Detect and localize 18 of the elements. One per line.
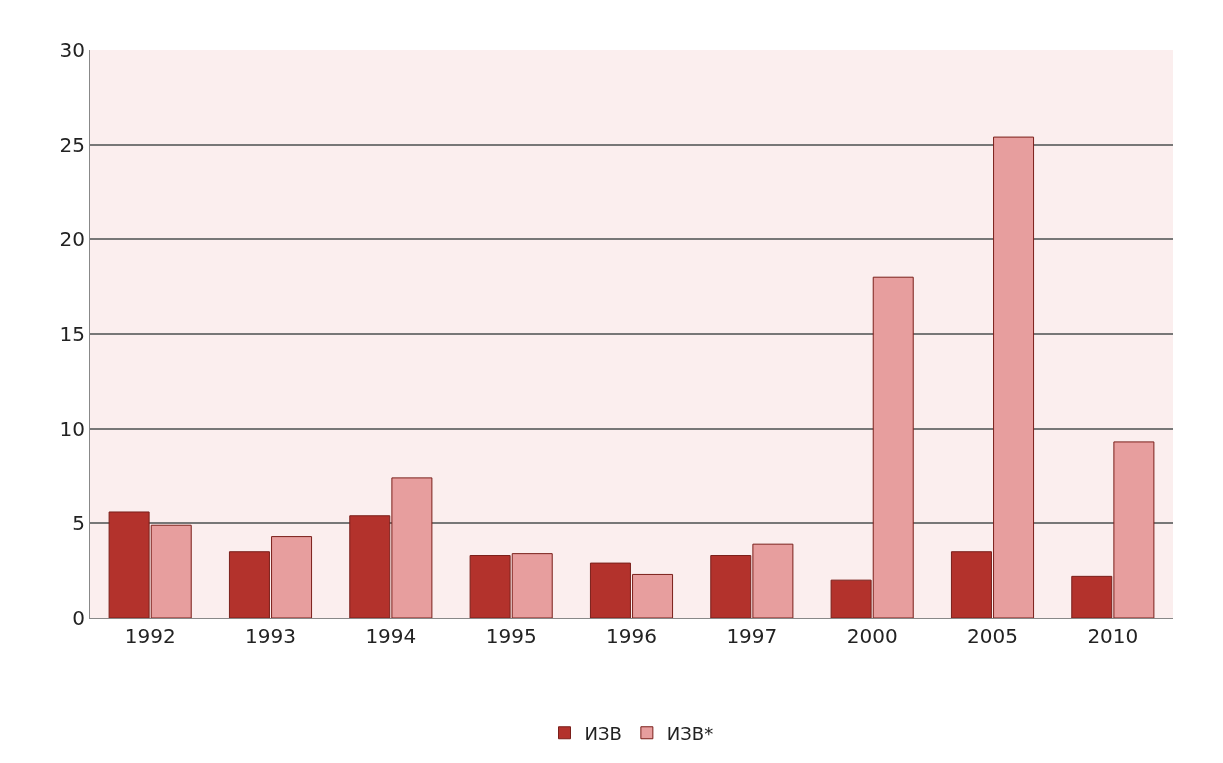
y-tick-label: 30 [59,38,85,62]
x-tick-label: 1993 [245,624,296,648]
x-tick-label: 1992 [124,624,176,648]
y-tick-label: 15 [59,322,85,346]
y-tick-label: 20 [59,227,85,252]
x-tick-label: 1996 [606,624,657,648]
y-tick-label: 0 [72,606,85,630]
legend-label: ИЗВ [584,722,622,744]
x-tick-label: 2005 [967,624,1018,648]
x-tick-label: 2000 [846,624,898,648]
y-tick-label: 5 [72,511,85,536]
x-tick-label: 1995 [485,624,537,648]
x-tick-label: 1994 [365,624,417,648]
x-tick-label: 2010 [1087,624,1139,648]
legend-label: ИЗВ* [666,722,714,744]
y-tick-label: 10 [59,416,85,441]
x-tick-label: 1997 [726,624,778,648]
y-tick-label: 25 [59,132,85,157]
